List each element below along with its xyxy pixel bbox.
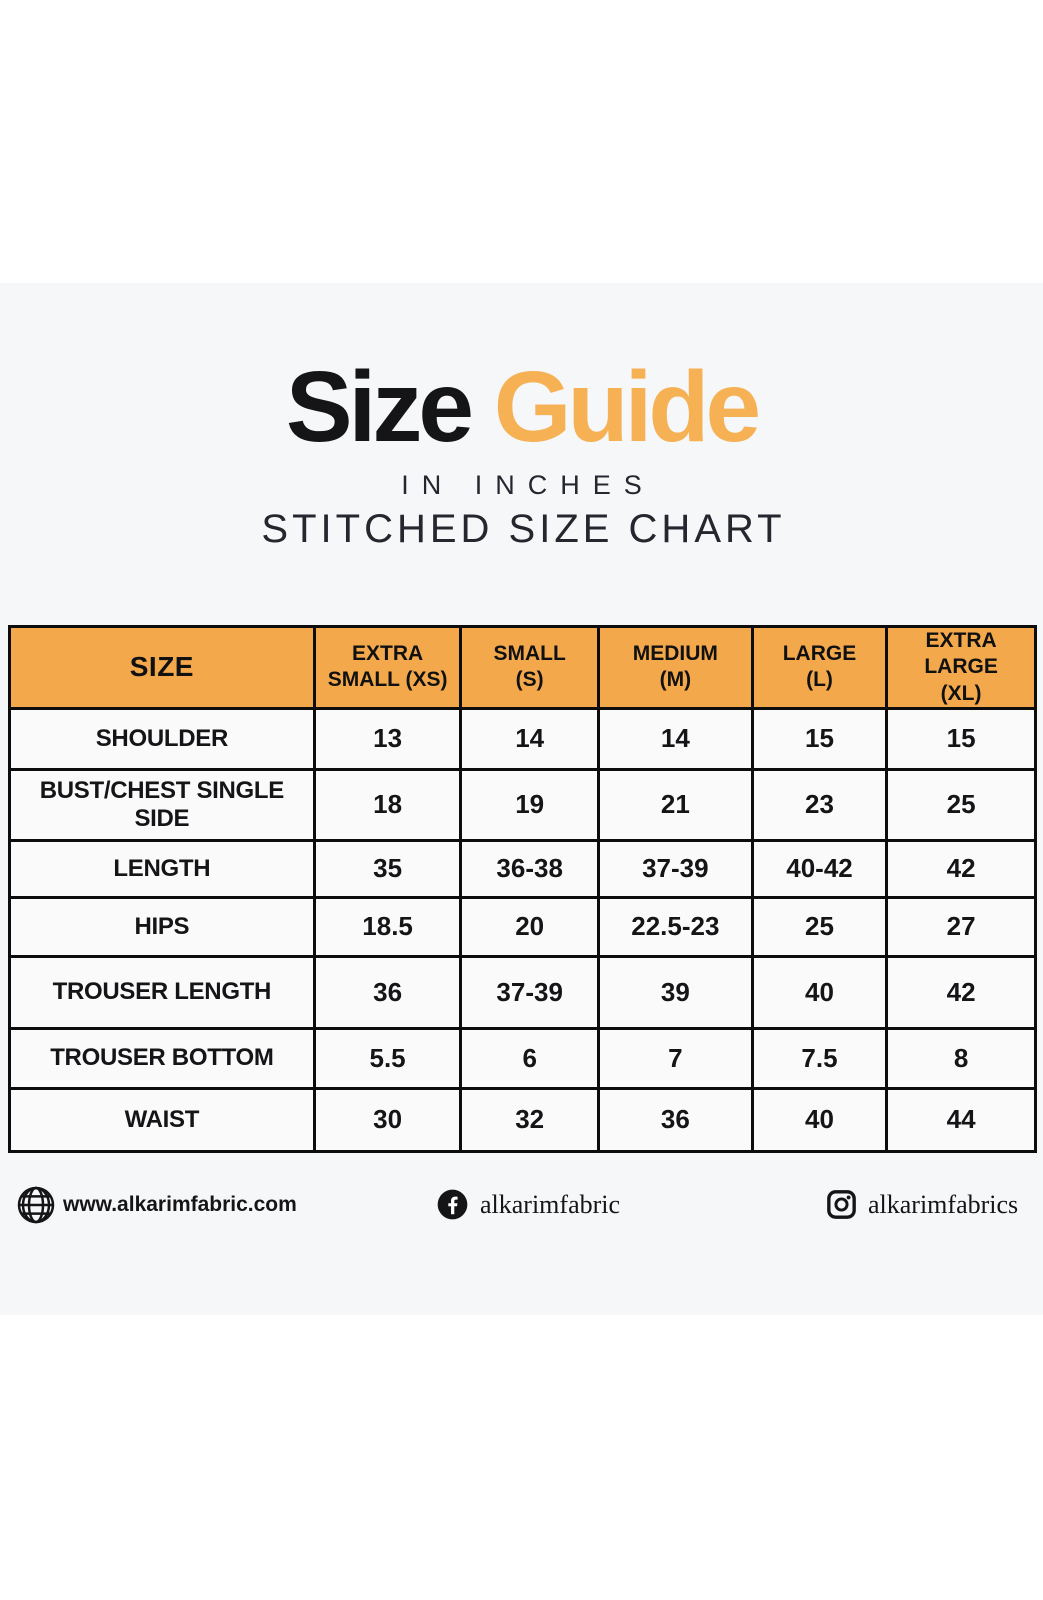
size-value-cell: 18.5 [312,895,463,958]
size-value-cell: 39 [596,954,754,1030]
header-size: SIZE [8,625,316,710]
header-extra-small-line1: EXTRA [351,642,424,666]
size-value-cell: 22.5-23 [596,895,754,958]
header-medium-line1: MEDIUM [632,642,718,666]
size-value-cell: 7.5 [750,1026,889,1090]
row-label: SHOULDER [8,706,316,771]
table-header-row: SIZE EXTRA SMALL (XS) SMALL (S) MEDIUM (… [8,625,1037,710]
size-value-cell: 14 [596,706,754,771]
row-label: TROUSER LENGTH [8,954,316,1030]
table-row-bust-chest: BUST/CHEST SINGLE SIDE 18 19 21 23 25 [8,767,1037,842]
size-value-cell: 15 [750,706,889,771]
header-small: SMALL (S) [459,625,600,710]
instagram-handle: alkarimfabrics [868,1189,1019,1219]
header-medium: MEDIUM (M) [596,625,754,710]
size-value-cell: 14 [459,706,600,771]
size-value-cell: 37-39 [459,954,600,1030]
table-row-length: LENGTH 35 36-38 37-39 40-42 42 [8,838,1037,899]
facebook-handle: alkarimfabric [480,1189,621,1219]
size-value-cell: 32 [459,1086,600,1153]
header-extra-small: EXTRA SMALL (XS) [312,625,463,710]
title-word-size: Size [285,351,474,463]
size-value-cell: 21 [596,767,754,842]
title-block: Size Guide IN INCHES STITCHED SIZE CHART [0,357,1043,553]
globe-icon [16,1185,56,1225]
size-value-cell: 20 [459,895,600,958]
header-extra-large-line2: (XL) [940,681,982,705]
size-value-cell: 27 [885,895,1037,958]
row-label: BUST/CHEST SINGLE SIDE [8,767,316,842]
size-chart-table: SIZE EXTRA SMALL (XS) SMALL (S) MEDIUM (… [8,625,1037,1153]
table-row-shoulder: SHOULDER 13 14 14 15 15 [8,706,1037,771]
table-row-trouser-length: TROUSER LENGTH 36 37-39 39 40 42 [8,954,1037,1030]
size-value-cell: 25 [750,895,889,958]
website-url: www.alkarimfabric.com [63,1193,297,1216]
size-value-cell: 44 [885,1086,1037,1153]
title-word-guide: Guide [493,351,761,463]
size-value-cell: 37-39 [596,838,754,899]
instagram-contact: alkarimfabrics [826,1189,1018,1220]
content-background: Size Guide IN INCHES STITCHED SIZE CHART… [0,283,1043,1315]
size-value-cell: 36-38 [459,838,600,899]
header-extra-small-line2: SMALL (XS) [327,668,448,692]
size-value-cell: 40-42 [750,838,889,899]
size-value-cell: 40 [750,1086,889,1153]
size-value-cell: 7 [596,1026,754,1090]
header-extra-large-line1: EXTRA LARGE [924,629,998,679]
row-label: TROUSER BOTTOM [8,1026,316,1090]
table-row-waist: WAIST 30 32 36 40 44 [8,1086,1037,1153]
row-label: HIPS [8,895,316,958]
size-value-cell: 5.5 [312,1026,463,1090]
instagram-icon [826,1189,857,1220]
size-value-cell: 18 [312,767,463,842]
table-row-trouser-bottom: TROUSER BOTTOM 5.5 6 7 7.5 8 [8,1026,1037,1090]
size-value-cell: 19 [459,767,600,842]
row-label: WAIST [8,1086,316,1153]
table-row-hips: HIPS 18.5 20 22.5-23 25 27 [8,895,1037,958]
size-value-cell: 15 [885,706,1037,771]
size-value-cell: 13 [312,706,463,771]
size-value-cell: 30 [312,1086,463,1153]
size-value-cell: 8 [885,1026,1037,1090]
facebook-icon [437,1189,468,1220]
size-value-cell: 36 [312,954,463,1030]
size-value-cell: 6 [459,1026,600,1090]
header-large-line2: (L) [806,668,833,692]
size-value-cell: 40 [750,954,889,1030]
size-value-cell: 36 [596,1086,754,1153]
header-small-line1: SMALL [493,642,566,666]
header-small-line2: (S) [515,668,544,692]
size-value-cell: 42 [885,838,1037,899]
subtitle-stitched-size-chart: STITCHED SIZE CHART [261,507,786,552]
row-label: LENGTH [8,838,316,899]
subtitle-in-inches: IN INCHES [401,470,655,500]
header-medium-line2: (M) [659,668,692,692]
website-contact: www.alkarimfabric.com [16,1185,297,1225]
header-large: LARGE (L) [750,625,889,710]
facebook-contact: alkarimfabric [437,1189,620,1220]
size-value-cell: 35 [312,838,463,899]
header-extra-large: EXTRA LARGE (XL) [885,625,1037,710]
size-value-cell: 25 [885,767,1037,842]
page-title: Size Guide [0,357,1043,457]
size-value-cell: 23 [750,767,889,842]
size-value-cell: 42 [885,954,1037,1030]
header-large-line1: LARGE [782,642,857,666]
